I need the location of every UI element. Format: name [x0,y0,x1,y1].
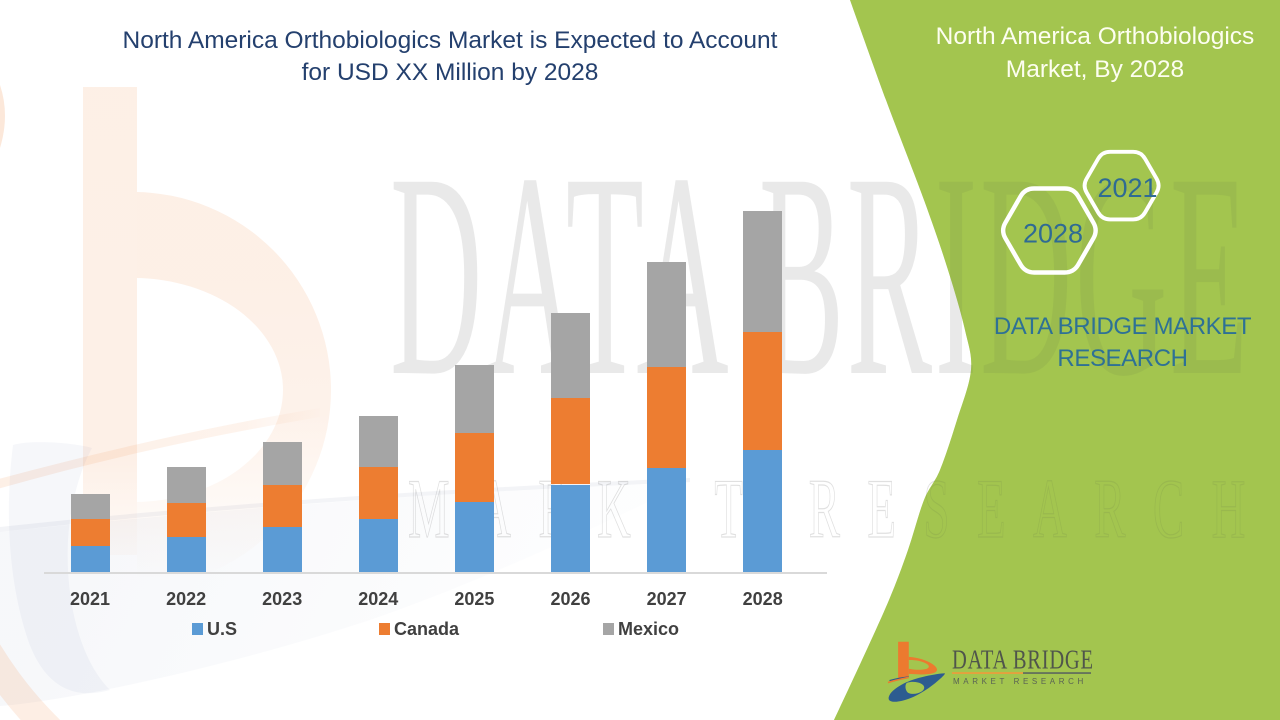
svg-text:2021: 2021 [1097,173,1157,203]
svg-text:2028: 2028 [1023,219,1083,249]
svg-text:DATA BRIDGE: DATA BRIDGE [952,646,1094,675]
svg-text:MARKET RESEARCH: MARKET RESEARCH [953,677,1087,686]
